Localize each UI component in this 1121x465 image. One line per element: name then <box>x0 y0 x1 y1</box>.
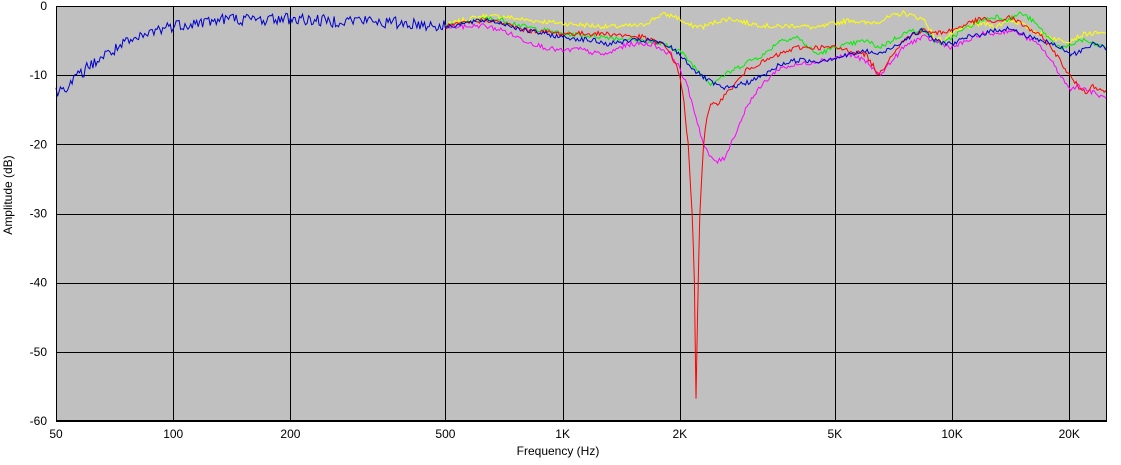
series-line <box>55 12 1108 97</box>
series-layer <box>55 9 1108 399</box>
y-axis-title: Amplitude (dB) <box>1 155 15 234</box>
x-tick-label: 5K <box>827 427 842 441</box>
y-tick-label: -30 <box>30 207 48 221</box>
x-axis-title: Frequency (Hz) <box>517 444 600 458</box>
series-line <box>445 14 1108 399</box>
x-tick-label: 1K <box>555 427 570 441</box>
y-tick-label: 0 <box>40 0 47 13</box>
x-tick-label: 20K <box>1059 427 1080 441</box>
y-tick-label: -50 <box>30 345 48 359</box>
x-tick-labels: 50 100 200 500 1K 2K 5K 10K 20K <box>49 427 1080 441</box>
series-line <box>445 9 1108 44</box>
y-tick-labels: 0 -10 -20 -30 -40 -50 -60 <box>30 0 48 428</box>
x-tick-label: 2K <box>673 427 688 441</box>
x-tick-label: 10K <box>941 427 962 441</box>
y-tick-label: -40 <box>30 276 48 290</box>
y-tick-label: -20 <box>30 137 48 151</box>
plot-area <box>56 6 1107 421</box>
y-tick-label: -60 <box>30 414 48 428</box>
x-tick-label: 100 <box>163 427 183 441</box>
x-tick-label: 500 <box>435 427 455 441</box>
x-tick-label: 50 <box>49 427 63 441</box>
plot-border <box>56 6 1107 421</box>
y-tick-label: -10 <box>30 68 48 82</box>
series-line <box>445 23 1108 165</box>
x-tick-label: 200 <box>280 427 300 441</box>
